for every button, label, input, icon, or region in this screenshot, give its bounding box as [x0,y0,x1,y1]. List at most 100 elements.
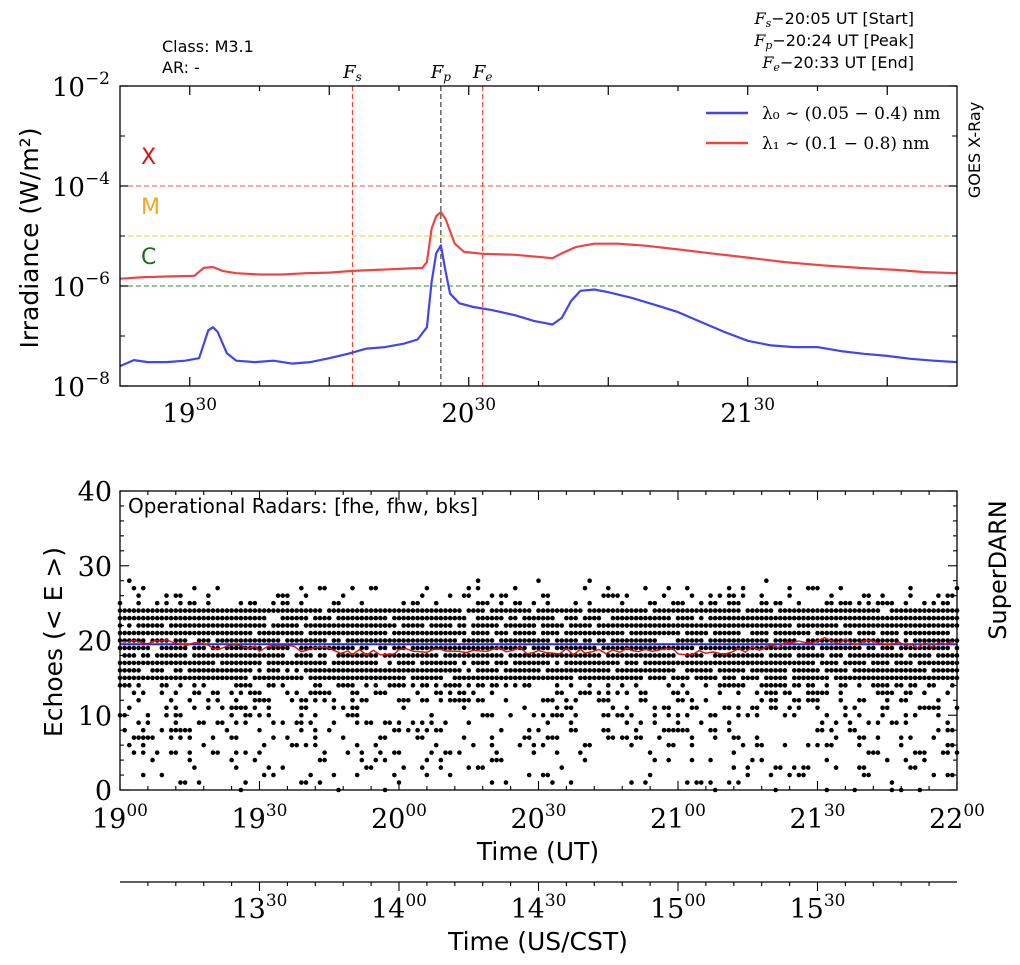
echo-point [461,735,467,740]
echo-point [433,683,439,688]
y-tick-label: 10−6 [52,269,110,303]
echo-point [466,638,472,643]
echo-point [801,675,806,681]
echo-point [359,660,365,666]
echo-point [243,720,248,726]
echo-point [210,630,216,636]
echo-point [285,638,290,643]
echo-point [819,615,825,621]
echo-point [243,668,248,673]
echo-point [629,668,634,673]
echo-point [131,668,137,673]
echo-point [438,608,444,613]
echo-point [271,608,276,613]
echo-point [661,653,667,658]
echo-point [778,765,783,770]
echo-point [843,668,848,673]
echo-point [401,705,406,711]
echo-point [726,720,732,726]
echo-point [261,630,267,636]
echo-point [192,630,197,636]
echo-point [136,630,141,636]
echo-point [233,765,239,770]
echo-point [564,675,569,681]
echo-point [285,645,290,651]
echo-point [252,653,258,658]
echo-point [215,698,220,703]
echo-point [815,608,820,613]
echo-point [499,615,504,621]
echo-point [857,683,862,688]
echo-point [401,630,406,636]
echo-point [675,645,681,651]
echo-point [889,608,895,613]
echo-point [796,698,802,703]
echo-point [382,645,388,651]
echo-point [633,630,639,636]
echo-point [480,615,486,621]
echo-point [903,660,909,666]
ut-tick-label: 2000 [371,801,427,835]
echo-point [173,630,179,636]
echo-point [843,712,848,718]
echo-point [787,638,792,643]
echo-point [252,660,258,666]
echo-point [192,608,197,613]
echo-point [819,623,825,628]
echo-point [782,712,788,718]
echo-point [945,608,950,613]
echo-point [745,772,751,778]
echo-point [805,608,811,613]
echo-point [266,765,272,770]
echo-point [210,608,216,613]
echo-point [666,705,671,711]
echo-point [271,668,276,673]
echo-point [559,638,565,643]
echo-point [601,623,606,628]
echo-point [950,742,955,748]
echo-point [773,615,778,621]
echo-point [898,623,904,628]
echo-point [912,683,918,688]
echo-point [285,630,290,636]
echo-point [922,638,927,643]
echo-point [778,668,783,673]
echo-point [452,683,458,688]
echo-point [829,630,834,636]
echo-point [294,668,300,673]
echo-point [945,615,950,621]
echo-point [220,660,225,666]
echo-point [410,683,416,688]
echo-point [210,615,216,621]
echo-point [406,638,411,643]
echo-point [503,623,509,628]
echo-point [178,593,183,598]
echo-point [438,668,444,673]
echo-point [364,683,369,688]
echo-point [359,668,365,673]
echo-point [336,660,341,666]
echo-point [173,608,179,613]
echo-point [782,645,788,651]
echo-point [150,757,155,763]
echo-point [722,668,727,673]
echo-point [168,727,174,733]
echo-point [122,660,127,666]
echo-point [764,683,769,688]
echo-point [285,615,290,621]
echo-point [801,660,806,666]
echo-point [503,698,509,703]
echo-point [531,638,537,643]
echo-point [308,668,313,673]
echo-point [592,630,597,636]
echo-point [313,698,318,703]
cst-tick-label: 1430 [511,891,567,925]
echo-point [131,653,137,658]
echo-point [722,623,727,628]
echo-point [564,698,569,703]
echo-point [624,675,630,681]
echo-point [261,653,267,658]
echo-point [396,668,402,673]
echo-point [796,668,802,673]
echo-point [201,615,206,621]
